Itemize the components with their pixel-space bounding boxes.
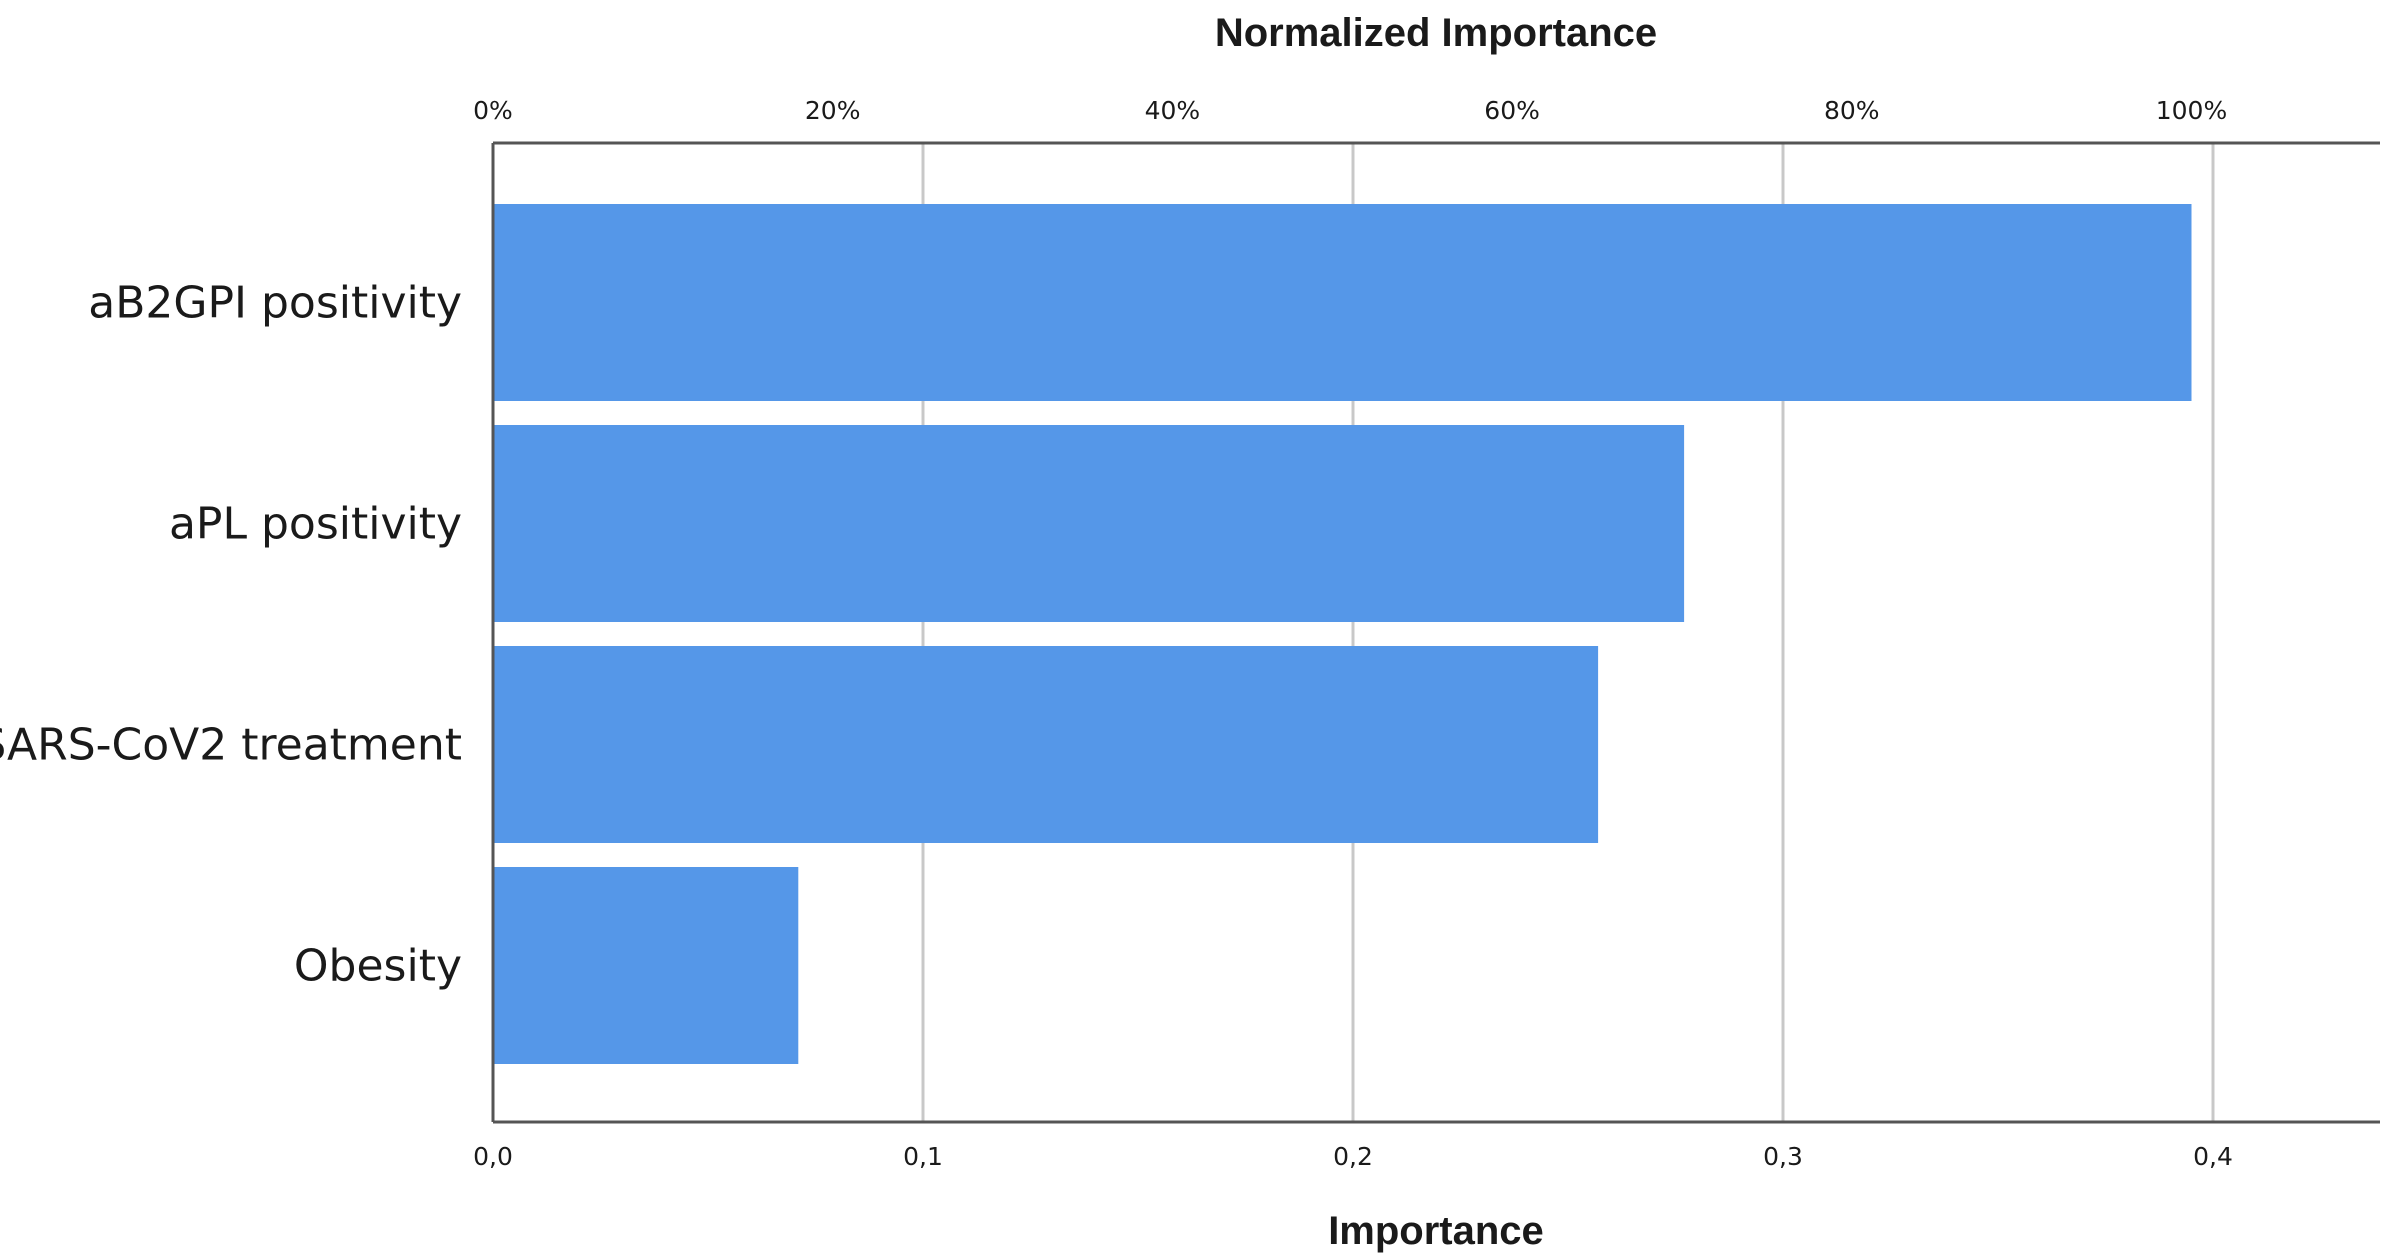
x2-tick-label: 0% [473, 96, 513, 125]
x-tick-label: 0,2 [1333, 1142, 1373, 1171]
x-tick-label: 0,3 [1763, 1142, 1803, 1171]
bar [493, 425, 1685, 622]
bar [493, 867, 799, 1064]
top-axis-title: Normalized Importance [1215, 11, 1657, 55]
axis-layer [491, 141, 2380, 1124]
bottom-axis-title: Importance [1328, 1209, 1544, 1253]
x2-tick-label: 80% [1824, 96, 1880, 125]
category-label: SARS-CoV2 treatment [0, 720, 462, 771]
x2-tick-label: 40% [1145, 96, 1201, 125]
x-tick-label: 0,0 [473, 1142, 513, 1171]
label-layer: aB2GPI positivity aPL positivity SARS-CoV2… [0, 96, 2233, 1171]
x2-tick-label: 20% [805, 96, 861, 125]
category-label: Obesity [294, 941, 462, 992]
x-tick-label: 0,4 [2193, 1142, 2233, 1171]
x2-tick-label: 60% [1484, 96, 1540, 125]
bar [493, 204, 2192, 401]
bar [493, 646, 1599, 843]
category-label: aPL positivity [169, 499, 462, 550]
x2-tick-label: 100% [2156, 96, 2227, 125]
bar-layer [493, 204, 2192, 1064]
x-tick-label: 0,1 [903, 1142, 943, 1171]
category-label: aB2GPI positivity [88, 278, 462, 329]
